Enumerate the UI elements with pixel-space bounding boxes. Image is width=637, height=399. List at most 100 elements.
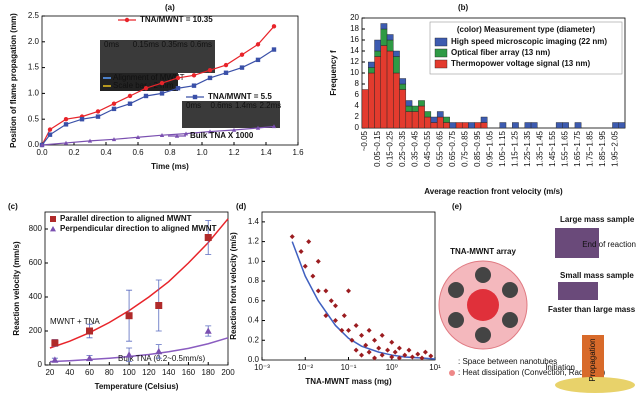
y-tick-label: 10 [350,68,359,77]
inset-image [182,101,280,128]
x-tick-label: 200 [221,368,235,377]
marker [366,327,372,333]
marker [50,226,56,232]
nanotubes [448,267,518,343]
bar-segment [468,122,475,129]
bar-segment [380,28,388,46]
marker [159,132,165,137]
marker [310,273,316,279]
bar-segment [424,116,432,129]
x-tick-label: 0.25~0.35 [398,130,407,166]
x-tick-label: 60 [85,368,94,377]
marker [302,263,308,269]
x-tick-label: 140 [162,368,176,377]
y-tick-label: 0.5 [28,114,40,123]
marker [159,80,165,86]
marker [47,132,53,137]
x-tick-label: 0.35~0.45 [410,130,419,166]
bar-segment [461,122,469,129]
x-tick-label: 1.35~1.45 [536,130,545,166]
inset-label: 0.6ms [190,40,212,49]
marker [155,302,163,309]
panel-label: (b) [458,3,469,12]
bar-segment [405,100,413,107]
marker [63,117,69,122]
bar-segment [530,122,538,129]
x-tick-label: 120 [142,368,156,377]
x-tick-label: 1.05~1.15 [498,130,507,166]
y-tick-label: 0.6 [248,296,260,305]
marker [207,67,213,73]
marker [392,349,398,355]
x-tick-label: 1.95~2.05 [611,130,620,166]
bar-segment [393,72,400,129]
array-title: TNA-MWNT array [450,247,516,256]
x-tick-label: 0.05~0.15 [373,130,382,166]
fit-label: MWNT + TNA [50,317,100,326]
marker [95,114,101,119]
bar-segment [393,50,400,57]
bar-segment [374,50,381,57]
inset-label: 0.35ms [162,40,188,49]
marker [315,258,321,264]
x-tick-label: 1.2 [228,148,240,157]
heat-core [467,289,499,321]
marker [289,234,295,240]
label: Large mass sample [560,215,635,224]
x-tick-label: 1.25~1.35 [523,130,532,166]
legend-swatch [434,48,448,58]
legend-title: (color) Measurement type (diameter) [457,25,596,34]
marker [332,318,338,324]
x-tick-label: 100 [122,368,136,377]
y-tick-label: 2.0 [28,37,40,46]
marker [51,339,59,347]
y-axis-title: Frequency f [329,50,338,96]
inset-label: 2.2ms [260,101,282,110]
legend-box [429,21,623,75]
y-axis-title: Reaction velocity (mm/s) [12,241,21,336]
x-tick-label: 1.4 [260,148,272,157]
marker [363,342,369,348]
y-tick-label: 1.0 [248,256,260,265]
legend-label: TNA/MWNT = 10.35 [140,15,213,24]
x-axis-title: TNA-MWNT mass (mg) [305,377,392,386]
legend-swatch [434,59,448,69]
marker [191,73,197,78]
bar-segment [411,111,419,129]
y-tick-label: 0.8 [248,276,260,285]
marker [143,86,149,91]
inset-image [100,40,215,73]
bar-segment [524,122,532,129]
y-tick-label: 0.2 [248,335,260,344]
marker [323,288,329,294]
y-axis-title: Position of flame propagation (mm) [9,13,18,148]
bar-segment [555,122,563,129]
y-tick-label: 1.5 [28,63,40,72]
bar-segment [436,111,444,118]
marker [379,352,385,358]
marker [271,124,277,129]
y-tick-label: 14 [350,46,359,55]
x-tick-label: 10⁰ [386,363,398,372]
marker [298,248,304,254]
plot-frame [44,211,229,366]
legend-label: Bulk TNA X 1000 [190,131,254,140]
label: Initiation [545,363,575,372]
bar-segment [405,111,413,129]
panel-label: (d) [236,202,247,211]
marker [402,352,408,358]
marker [385,347,391,353]
propagation-sketch [582,335,604,380]
marker [204,234,212,241]
legend-label: Thermopower voltage signal (13 nm) [451,59,590,68]
marker [87,138,93,143]
x-tick-label: 160 [182,368,196,377]
fit-curve [49,337,229,363]
annotation: Alignment of MWNT [113,73,185,82]
marker [174,133,180,138]
bar-segment [455,122,463,129]
inset-label: 0ms [186,101,201,110]
y-tick-label: 12 [350,57,359,66]
bar-segment [443,122,450,129]
series-line [41,49,275,146]
